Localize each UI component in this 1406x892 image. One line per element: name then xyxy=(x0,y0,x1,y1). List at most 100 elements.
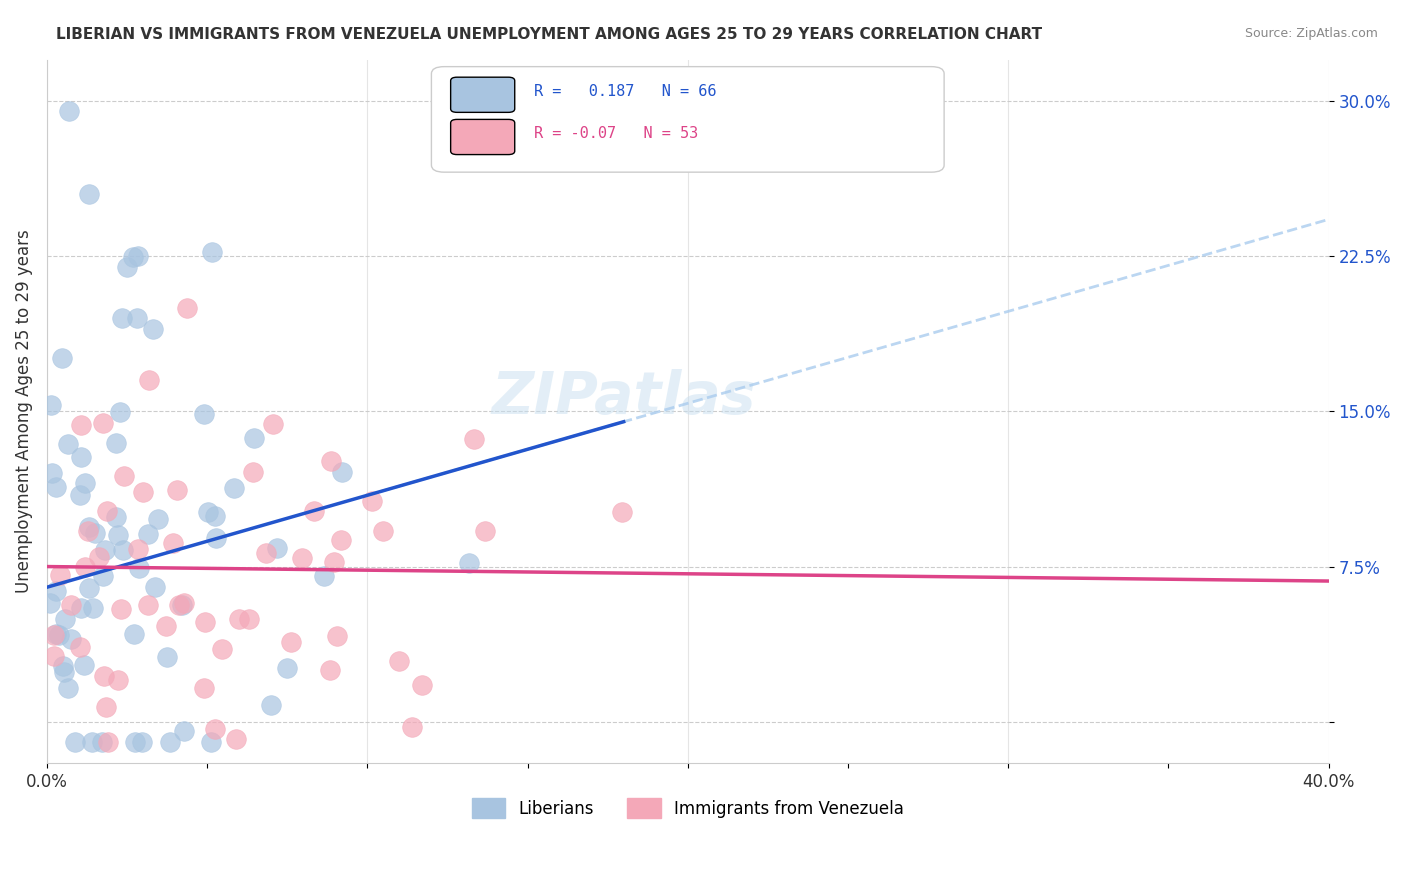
Point xyxy=(319,454,342,468)
Point xyxy=(124,735,146,749)
Point xyxy=(401,720,423,734)
Point xyxy=(125,311,148,326)
Point xyxy=(138,373,160,387)
Point xyxy=(254,546,277,560)
Point xyxy=(329,533,352,547)
Point xyxy=(42,648,65,663)
Point xyxy=(89,549,111,564)
Point xyxy=(59,599,82,613)
Point xyxy=(458,557,481,571)
Point xyxy=(51,351,73,365)
Point xyxy=(58,104,80,119)
Point xyxy=(41,467,63,481)
Point xyxy=(73,476,96,491)
Point xyxy=(79,520,101,534)
Point xyxy=(69,601,91,615)
Point xyxy=(73,560,96,574)
Point xyxy=(361,493,384,508)
Point xyxy=(173,723,195,738)
Point xyxy=(136,526,159,541)
Point xyxy=(276,661,298,675)
Point xyxy=(169,598,191,612)
Point xyxy=(143,580,166,594)
Point xyxy=(127,541,149,556)
Point xyxy=(326,629,349,643)
Point xyxy=(52,659,75,673)
Point xyxy=(131,735,153,749)
Point xyxy=(322,555,344,569)
Point xyxy=(69,640,91,655)
Point xyxy=(127,249,149,263)
Point xyxy=(291,550,314,565)
Point xyxy=(170,598,193,612)
Point xyxy=(304,504,326,518)
Y-axis label: Unemployment Among Ages 25 to 29 years: Unemployment Among Ages 25 to 29 years xyxy=(15,229,32,593)
Point xyxy=(94,543,117,558)
Point xyxy=(411,678,433,692)
Point xyxy=(266,541,288,555)
Point xyxy=(205,532,228,546)
Point xyxy=(314,568,336,582)
Point xyxy=(94,700,117,714)
Point xyxy=(90,735,112,749)
Point xyxy=(162,536,184,550)
Point xyxy=(610,505,633,519)
Point xyxy=(80,735,103,749)
Point xyxy=(93,669,115,683)
Point xyxy=(194,615,217,630)
Point xyxy=(371,524,394,538)
Text: R = -0.07   N = 53: R = -0.07 N = 53 xyxy=(534,126,699,141)
Point xyxy=(142,321,165,335)
Point xyxy=(48,628,70,642)
Point xyxy=(82,601,104,615)
Point xyxy=(173,596,195,610)
Point xyxy=(73,657,96,672)
Point xyxy=(77,524,100,538)
Point xyxy=(238,612,260,626)
Point xyxy=(69,418,91,433)
Point xyxy=(45,480,67,494)
Point xyxy=(166,483,188,498)
Point xyxy=(56,436,79,450)
Point xyxy=(228,612,250,626)
Point xyxy=(201,244,224,259)
Point xyxy=(280,634,302,648)
Point xyxy=(39,398,62,412)
Point xyxy=(156,649,179,664)
Point xyxy=(124,627,146,641)
Point xyxy=(77,581,100,595)
Text: LIBERIAN VS IMMIGRANTS FROM VENEZUELA UNEMPLOYMENT AMONG AGES 25 TO 29 YEARS COR: LIBERIAN VS IMMIGRANTS FROM VENEZUELA UN… xyxy=(56,27,1042,42)
Text: R =   0.187   N = 66: R = 0.187 N = 66 xyxy=(534,84,717,99)
Point xyxy=(107,528,129,542)
Point xyxy=(112,543,135,558)
Point xyxy=(93,416,115,430)
Point xyxy=(132,484,155,499)
Point xyxy=(110,602,132,616)
Point xyxy=(83,525,105,540)
Point xyxy=(222,482,245,496)
Point xyxy=(262,417,284,431)
Point xyxy=(128,561,150,575)
Point xyxy=(176,301,198,315)
Point xyxy=(105,510,128,524)
Point xyxy=(204,508,226,523)
FancyBboxPatch shape xyxy=(451,78,515,112)
Point xyxy=(91,569,114,583)
Point xyxy=(111,311,134,326)
Point xyxy=(388,654,411,668)
Point xyxy=(200,735,222,749)
Point xyxy=(260,698,283,712)
Point xyxy=(69,487,91,501)
Point xyxy=(115,260,138,274)
Point xyxy=(155,619,177,633)
Point xyxy=(39,596,62,610)
Point xyxy=(463,432,485,446)
Point xyxy=(243,431,266,445)
Point xyxy=(204,723,226,737)
Point xyxy=(112,468,135,483)
Point xyxy=(45,583,67,598)
Point xyxy=(104,436,127,450)
Point xyxy=(225,731,247,746)
Text: Source: ZipAtlas.com: Source: ZipAtlas.com xyxy=(1244,27,1378,40)
Point xyxy=(42,628,65,642)
